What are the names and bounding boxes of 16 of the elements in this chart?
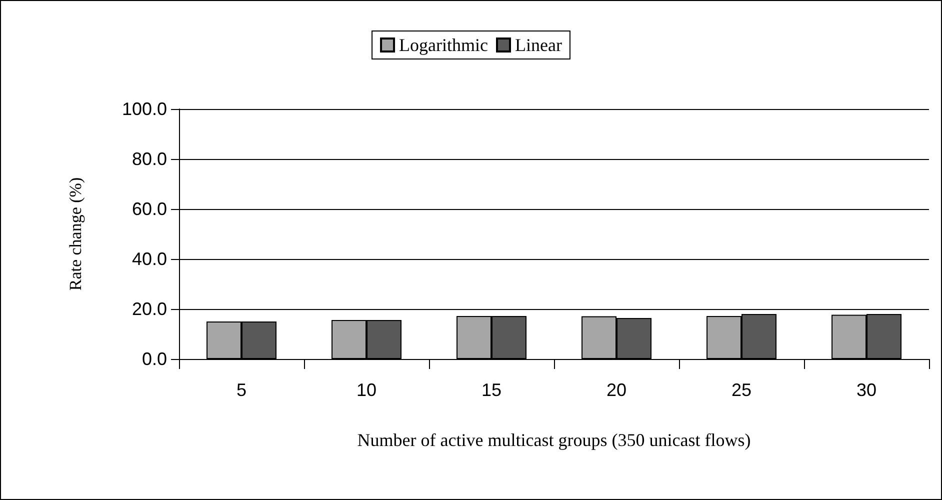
- legend-label: Logarithmic: [399, 35, 488, 55]
- y-tick-label: 100.0: [122, 99, 167, 119]
- x-tick-label: 5: [236, 380, 247, 400]
- x-tick-label: 10: [356, 380, 377, 400]
- y-tick-label: 40.0: [132, 249, 167, 269]
- x-axis-title: Number of active multicast groups (350 unicast flows): [357, 430, 751, 450]
- y-axis-title: Rate change (%): [66, 177, 85, 291]
- x-tick-label: 20: [606, 380, 627, 400]
- y-tick-label: 20.0: [132, 299, 167, 319]
- y-tick-label: 80.0: [132, 149, 167, 169]
- x-tick-label: 25: [731, 380, 752, 400]
- y-tick-label: 0.0: [142, 349, 167, 369]
- legend-label: Linear: [515, 35, 562, 55]
- y-tick-label: 60.0: [132, 199, 167, 219]
- x-tick-label: 30: [856, 380, 877, 400]
- x-tick-label: 15: [481, 380, 502, 400]
